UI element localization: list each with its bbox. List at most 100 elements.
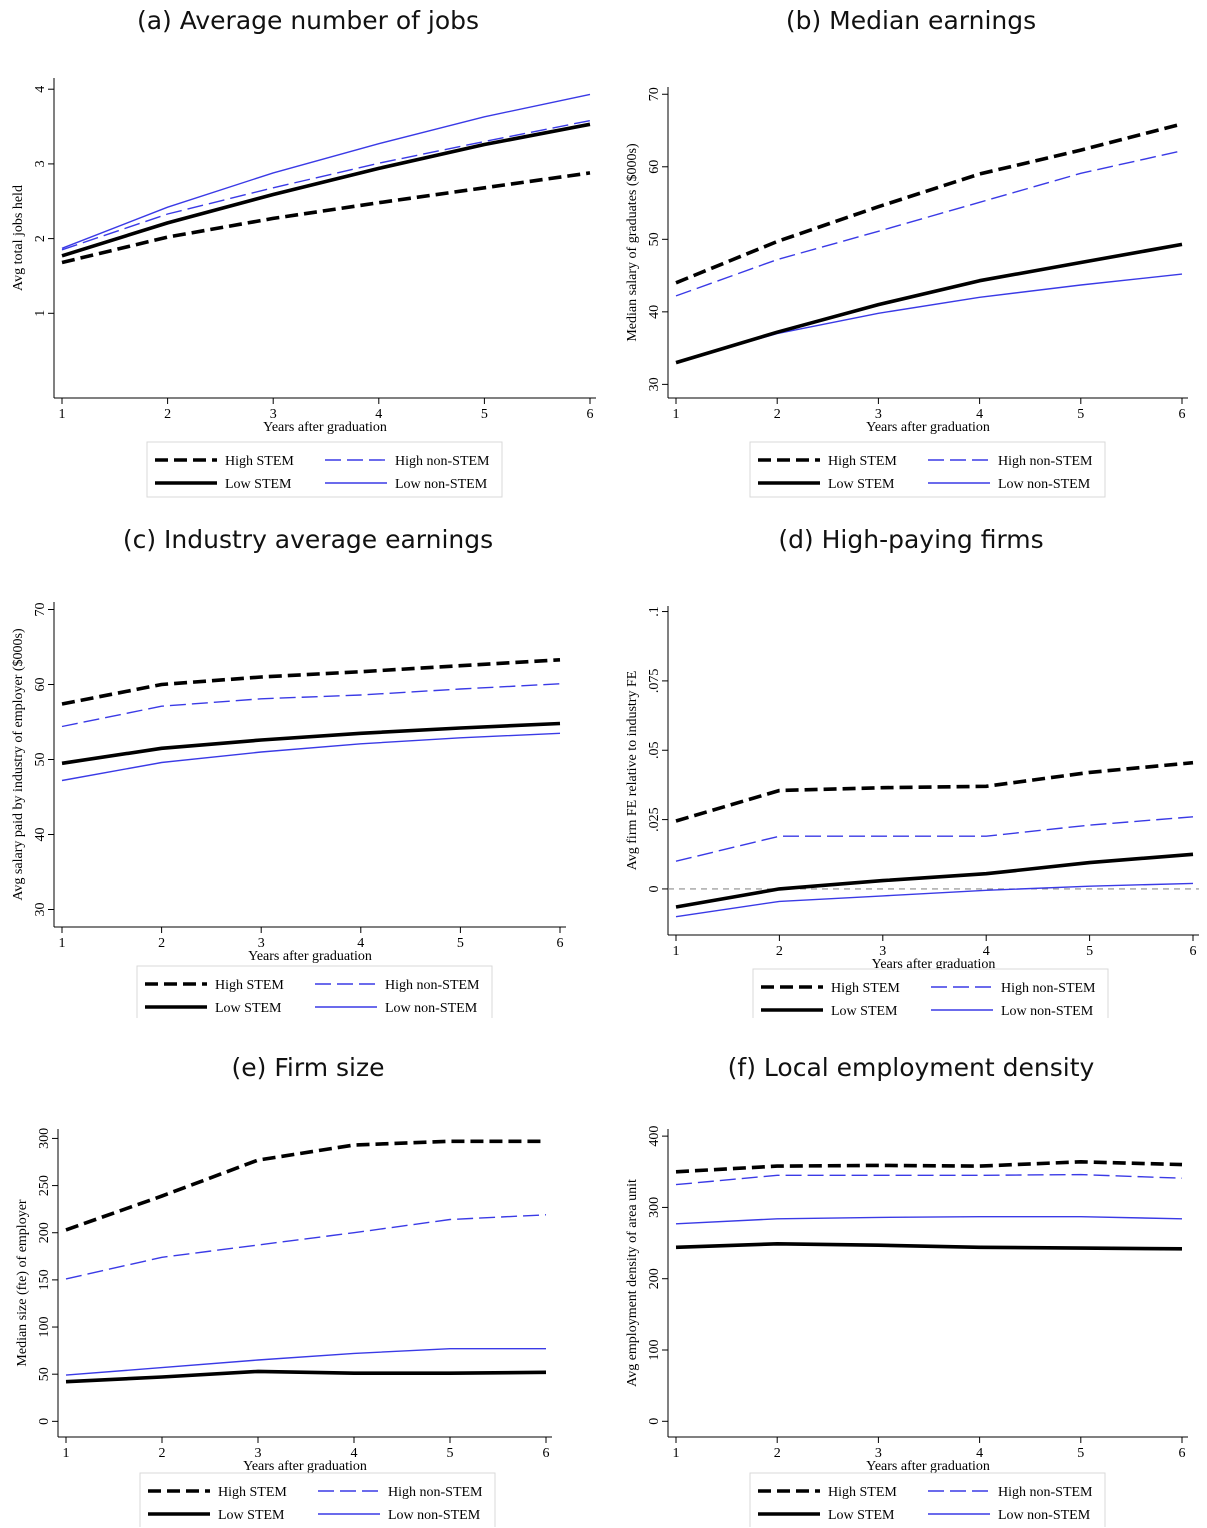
- legend-label: High STEM: [218, 1485, 287, 1500]
- legend-label: Low non-STEM: [1001, 1004, 1094, 1018]
- y-tick-label: 70: [33, 603, 48, 617]
- series-line-high-non-stem: [65, 1214, 547, 1280]
- x-tick-label: 4: [375, 407, 382, 422]
- y-axis-label: Avg total jobs held: [11, 185, 26, 291]
- y-tick-label: 50: [33, 753, 48, 767]
- x-axis-label: Years after graduation: [263, 420, 387, 435]
- y-axis-label: Avg employment density of area unit: [625, 1179, 640, 1387]
- legend-label: High non-STEM: [998, 454, 1093, 469]
- legend-frame: [749, 441, 1106, 498]
- x-tick-label: 6: [1179, 407, 1186, 422]
- y-tick-label: 300: [647, 1197, 662, 1218]
- x-tick-label: 5: [1077, 1446, 1084, 1461]
- legend-label: Low non-STEM: [998, 477, 1091, 492]
- x-tick-label: 2: [776, 944, 783, 959]
- legend-frame: [146, 441, 503, 498]
- series-line-high-non-stem: [675, 816, 1194, 862]
- y-tick-label: 100: [647, 1340, 662, 1361]
- series-line-low-non-stem: [675, 882, 1194, 918]
- y-tick-label: 400: [647, 1126, 662, 1147]
- chart-c: (c) Industry average earnings 30 40 50 60 70…: [11, 525, 566, 1018]
- legend-label: Low STEM: [831, 1004, 898, 1018]
- y-tick-label: 100: [37, 1317, 52, 1338]
- x-tick-label: 1: [63, 1446, 70, 1461]
- series-line-low-non-stem: [65, 1348, 546, 1376]
- chart-title: (e) Firm size: [232, 1053, 385, 1082]
- series-line-high-stem: [65, 1139, 546, 1232]
- series-line-high-stem: [675, 1160, 1183, 1174]
- legend: High STEM High non-STEM Low STEM Low non-ST…: [136, 965, 493, 1018]
- legend: High STEM High non-STEM Low STEM Low non-ST…: [146, 441, 503, 498]
- series-line-low-stem: [675, 1242, 1183, 1251]
- legend: High STEM High non-STEM Low STEM Low non-ST…: [752, 968, 1109, 1018]
- series-line-high-non-stem: [61, 119, 591, 251]
- series-line-low-non-stem: [675, 273, 1183, 363]
- legend-label: High STEM: [828, 1485, 897, 1500]
- legend-label: High non-STEM: [998, 1485, 1093, 1500]
- y-tick-label: 60: [33, 678, 48, 692]
- chart-e: (e) Firm size 0 50 100 150 200 250 300 1 2 3 4 5 6 Ye…: [15, 1053, 552, 1527]
- legend-label: High non-STEM: [395, 454, 490, 469]
- x-tick-label: 4: [351, 1446, 358, 1461]
- series-line-high-non-stem: [61, 683, 561, 728]
- y-tick-label: 50: [647, 232, 662, 246]
- y-tick-label: .05: [647, 741, 662, 759]
- y-tick-label: 50: [37, 1367, 52, 1381]
- panel-a: (a) Average number of jobs 1 2 3 4 1 2 3 4 5 6 Yea…: [0, 0, 603, 509]
- legend-label: High STEM: [828, 454, 897, 469]
- y-tick-label: 30: [647, 377, 662, 391]
- x-axis-label: Years after graduation: [866, 420, 990, 435]
- panel-c: (c) Industry average earnings 30 40 50 60 70…: [0, 509, 603, 1018]
- x-tick-label: 4: [976, 407, 983, 422]
- chart-title: (b) Median earnings: [786, 6, 1036, 35]
- series-line-high-stem: [675, 760, 1194, 823]
- legend-label: High STEM: [215, 978, 284, 993]
- panel-b: (b) Median earnings 30 40 50 60 70 1 2 3 4 5 6 Year…: [603, 0, 1206, 509]
- y-tick-label: 40: [33, 828, 48, 842]
- y-tick-label: 1: [33, 310, 48, 317]
- y-axis-label: Median salary of graduates ($000s): [625, 143, 640, 342]
- y-axis-label: Avg firm FE relative to industry FE: [625, 671, 640, 871]
- series-line-high-non-stem: [675, 150, 1183, 297]
- panel-e: (e) Firm size 0 50 100 150 200 250 300 1 2 3 4 5 6 Ye…: [0, 1018, 603, 1527]
- x-tick-label: 5: [447, 1446, 454, 1461]
- y-tick-label: 3: [33, 160, 48, 167]
- x-tick-label: 6: [1190, 944, 1197, 959]
- legend-label: High non-STEM: [388, 1485, 483, 1500]
- series-line-high-stem: [61, 658, 561, 706]
- chart-title: (a) Average number of jobs: [137, 6, 479, 35]
- y-tick-label: 60: [647, 160, 662, 174]
- legend-label: Low non-STEM: [385, 1001, 478, 1016]
- chart-title: (d) High-paying firms: [778, 525, 1043, 554]
- legend-label: High STEM: [225, 454, 294, 469]
- x-tick-label: 6: [543, 1446, 550, 1461]
- legend: High STEM High non-STEM Low STEM Low non-ST…: [749, 1472, 1106, 1527]
- x-tick-label: 5: [457, 936, 464, 951]
- x-axis-label: Years after graduation: [872, 957, 996, 972]
- legend-label: Low STEM: [225, 477, 292, 492]
- x-axis-label: Years after graduation: [866, 1459, 990, 1474]
- x-tick-label: 1: [673, 407, 680, 422]
- legend-label: Low STEM: [218, 1508, 285, 1523]
- series-line-low-non-stem: [675, 1215, 1183, 1225]
- x-tick-label: 6: [587, 407, 594, 422]
- x-tick-label: 4: [983, 944, 990, 959]
- y-tick-label: 300: [37, 1128, 52, 1149]
- y-tick-label: 70: [647, 87, 662, 101]
- x-tick-label: 2: [159, 1446, 166, 1461]
- x-tick-label: 1: [673, 1446, 680, 1461]
- chart-f: (f) Local employment density 0 100 200 300 4…: [625, 1053, 1188, 1527]
- y-tick-label: .025: [647, 807, 662, 832]
- x-tick-label: 4: [976, 1446, 983, 1461]
- x-tick-label: 6: [557, 936, 564, 951]
- y-tick-label: 250: [37, 1175, 52, 1196]
- x-tick-label: 3: [270, 407, 277, 422]
- x-tick-label: 3: [258, 936, 265, 951]
- y-axis-label: Median size (fte) of employer: [15, 1199, 30, 1366]
- series-line-low-non-stem: [61, 732, 561, 782]
- series-line-high-stem: [61, 171, 591, 265]
- chart-b: (b) Median earnings 30 40 50 60 70 1 2 3 4 5 6 Year…: [625, 6, 1188, 498]
- x-tick-label: 2: [774, 407, 781, 422]
- panel-d: (d) High-paying firms 0 .025 .05 .075 .1 1 2 3 4…: [603, 509, 1206, 1018]
- x-tick-label: 1: [59, 407, 66, 422]
